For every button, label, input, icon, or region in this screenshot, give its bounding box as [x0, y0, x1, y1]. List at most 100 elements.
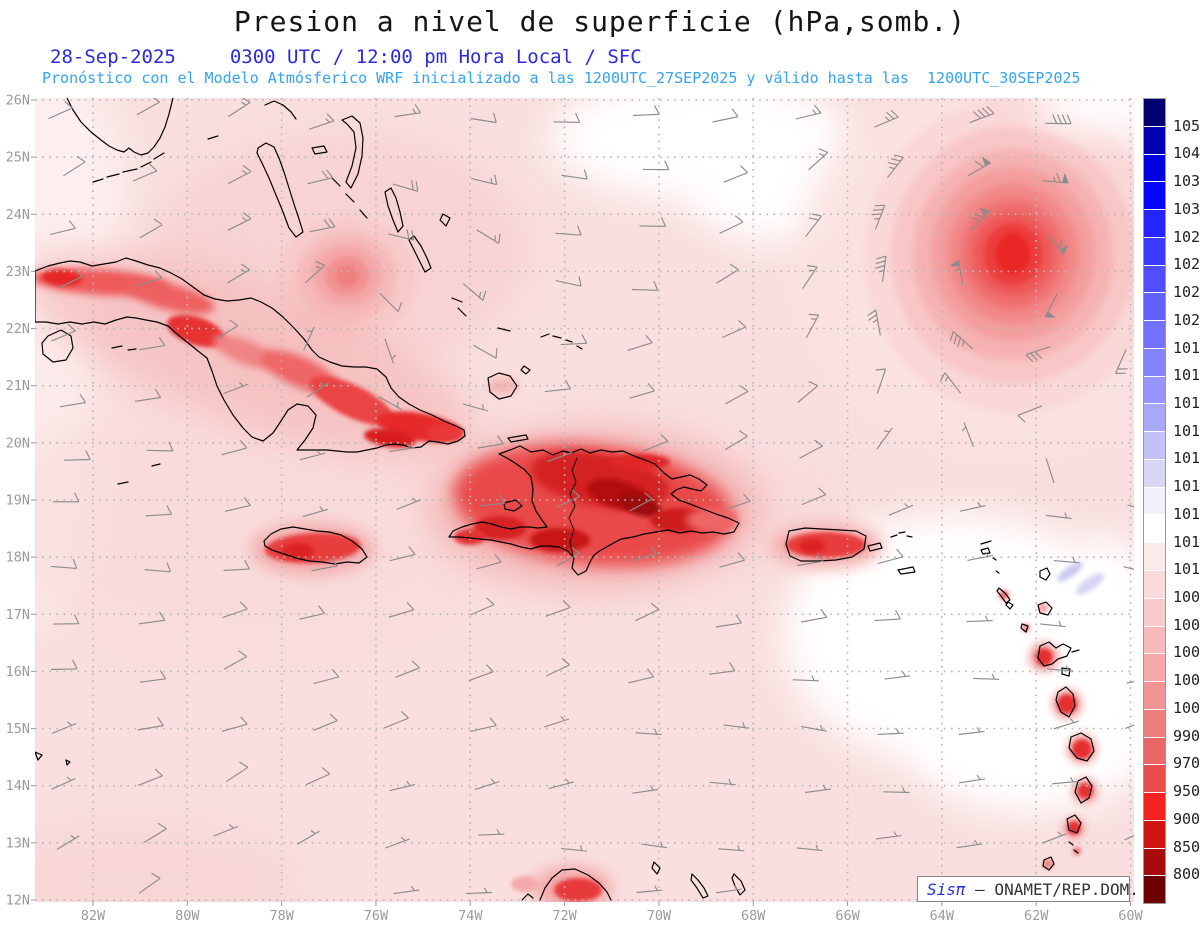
- coast-cuba: [35, 257, 466, 453]
- colorbar-label: 1017: [1173, 393, 1200, 412]
- lat-label: 20N: [6, 435, 30, 451]
- colorbar-label: 1022: [1173, 283, 1200, 302]
- colorbar-segment: [1144, 126, 1165, 155]
- lon-label: 60W: [1118, 908, 1143, 924]
- colorbar-label: 1016: [1173, 421, 1200, 440]
- valid-time: 0300 UTC / 12:00 pm Hora Local / SFC: [229, 46, 642, 68]
- colorbar-label: 1020: [1173, 310, 1200, 329]
- colorbar-segment: [1144, 765, 1165, 794]
- lon-label: 66W: [835, 908, 860, 924]
- coast-leeward-islands: [980, 540, 1053, 633]
- colorbar-label: 1028: [1173, 227, 1200, 246]
- colorbar-segment: [1144, 182, 1165, 211]
- lon-label: 64W: [930, 908, 955, 924]
- colorbar-label: 1004: [1173, 643, 1200, 662]
- colorbar-segment: [1144, 654, 1165, 683]
- colorbar-label: 1012: [1173, 532, 1200, 551]
- high-pressure-white-corner: [1035, 98, 1134, 131]
- colorbar-label: 1000: [1173, 698, 1200, 717]
- colorbar-segment: [1144, 210, 1165, 238]
- lat-label: 12N: [6, 893, 30, 909]
- lon-label: 62W: [1024, 908, 1049, 924]
- lat-label: 25N: [6, 150, 30, 166]
- colorbar-label: 1015: [1173, 449, 1200, 468]
- lat-label: 22N: [6, 321, 30, 337]
- colorbar-label: 1018: [1173, 366, 1200, 385]
- colorbar-label: 1050: [1173, 116, 1200, 135]
- colorbar-label: 1035: [1173, 172, 1200, 191]
- colorbar-label: 1002: [1173, 671, 1200, 690]
- colorbar-label: 800: [1173, 865, 1200, 884]
- lon-label: 70W: [647, 908, 672, 924]
- page-title: Presion a nivel de superficie (hPa,somb.…: [233, 5, 967, 38]
- colorbar-segment: [1144, 99, 1165, 127]
- coast-providencia: [35, 751, 71, 766]
- lat-label: 16N: [6, 664, 30, 680]
- coast-virgin-islands: [890, 531, 916, 575]
- lat-label: 15N: [6, 721, 30, 737]
- colorbar-segment: [1144, 737, 1165, 766]
- sispi-logo: Sisπ: [927, 880, 966, 899]
- colorbar-label: 850: [1173, 837, 1200, 856]
- border-haiti-dr: [568, 457, 578, 557]
- lat-label: 19N: [6, 493, 30, 509]
- colorbar-segment: [1144, 487, 1165, 516]
- lat-label: 26N: [6, 93, 30, 109]
- axis-labels: 26N 25N 24N 23N 22N 21N 20N 19N 18N 17N 16N 15N 14N 1…: [6, 93, 1144, 925]
- colorbar-segment: [1144, 543, 1165, 572]
- lat-label: 18N: [6, 550, 30, 566]
- colorbar-segment: [1144, 348, 1165, 377]
- lat-label: 14N: [6, 778, 30, 794]
- lat-label: 13N: [6, 835, 30, 851]
- lon-label: 68W: [741, 908, 766, 924]
- coast-jamaica: [263, 526, 368, 565]
- colorbar-label: 1040: [1173, 144, 1200, 163]
- valid-time-line: 28-Sep-2025 0300 UTC / 12:00 pm Hora Loca…: [50, 46, 642, 68]
- wind-barbs: [48, 98, 1134, 895]
- colorbar-label: 1019: [1173, 338, 1200, 357]
- coast-windward-islands: [1042, 686, 1095, 871]
- coast-bahamas: [256, 100, 583, 400]
- colorbar-segment: [1144, 459, 1165, 488]
- colorbar-segment: [1144, 265, 1165, 294]
- coast-guajira: [521, 868, 612, 901]
- coast-cayman: [117, 463, 161, 485]
- colorbar-segment: [1144, 820, 1165, 849]
- colorbar-label: 950: [1173, 782, 1200, 801]
- colorbar-segment: [1144, 598, 1165, 627]
- colorbar-segment: [1144, 154, 1165, 183]
- colorbar-label: 1014: [1173, 477, 1200, 496]
- lon-label: 80W: [175, 908, 200, 924]
- colorbar-segment: [1144, 515, 1165, 544]
- colorbar-label: 1010: [1173, 560, 1200, 579]
- credit-text: — ONAMET/REP.DOM.: [965, 880, 1139, 899]
- colorbar-label: 990: [1173, 726, 1200, 745]
- colorbar-segment: [1144, 876, 1165, 904]
- coast-gonave-tortuga: [503, 434, 529, 512]
- lon-label: 82W: [81, 908, 106, 924]
- colorbar-segment: [1144, 848, 1165, 877]
- valid-date: 28-Sep-2025: [50, 46, 176, 68]
- coast-abc-islands: [651, 861, 746, 899]
- coast-puerto-rico: [785, 527, 883, 562]
- colorbar-label: 900: [1173, 809, 1200, 828]
- colorbar-label: 970: [1173, 754, 1200, 773]
- coast-hispaniola: [448, 445, 740, 576]
- colorbar-segment: [1144, 709, 1165, 738]
- colorbar: [1143, 98, 1166, 904]
- lon-label: 72W: [552, 908, 577, 924]
- colorbar-label: 1030: [1173, 199, 1200, 218]
- lat-label: 23N: [6, 264, 30, 280]
- lon-label: 78W: [269, 908, 294, 924]
- lon-label: 76W: [364, 908, 389, 924]
- coast-isla-juventud: [41, 329, 137, 363]
- colorbar-segment: [1144, 571, 1165, 599]
- colorbar-segment: [1144, 376, 1165, 405]
- island-low-pressure-blobs: [35, 249, 1105, 902]
- credit-box: Sisπ — ONAMET/REP.DOM.: [917, 876, 1139, 902]
- forecast-init-line: Pronóstico con el Modelo Atmósferico WRF…: [42, 69, 1081, 87]
- weak-low-rings: [277, 216, 417, 340]
- lon-label: 74W: [458, 908, 483, 924]
